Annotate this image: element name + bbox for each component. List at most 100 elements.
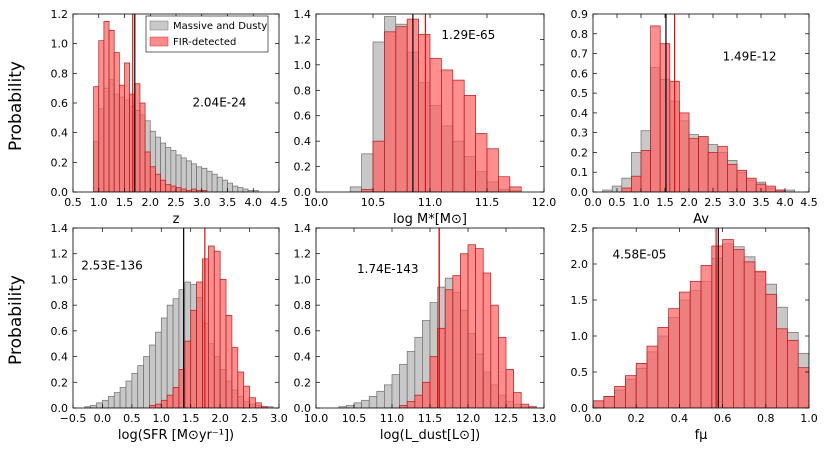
panel-4: −0.5 0.0 0.5 1.0 1.5 2.0 2.5 3.00.00.20.40.60.8… [51,222,288,443]
x-tick-label: −0.5 [60,412,87,425]
x-tick-label: 12.0 [456,412,481,425]
y-tick-label: 1.2 [51,8,69,21]
histogram-bar [460,253,469,408]
histogram-bar [107,396,115,408]
histogram-bar [414,394,423,408]
histogram-bar [144,151,151,192]
bars-group [84,228,274,408]
histogram-bar [679,291,691,408]
histogram-bar [180,157,187,192]
histogram-bar [743,261,756,408]
histogram-bar [103,21,110,192]
histogram-bar [376,390,385,408]
panel-6: 0.0 0.2 0.4 0.6 0.8 1.0 0.0 0.5 1.0 1.5 2.0 2.5 fμ 4.… [571,222,818,443]
y-tick-label: 0.6 [294,110,312,123]
x-tick-label: 2.5 [167,196,185,209]
histogram-bar [593,400,605,408]
legend: Massive and Dusty FIR-detected [145,15,269,53]
y-tick-label: 0.2 [294,161,312,174]
y-tick-label: 0.4 [51,351,69,364]
histogram-bar [213,250,221,408]
histogram-bar [505,369,514,408]
y-tick-label: 1.2 [294,33,312,46]
histogram-bar [227,182,234,192]
histogram-bar [222,179,228,192]
x-tick-label: 0.5 [608,196,626,209]
histogram-bar [711,245,723,408]
histogram-bar [733,249,745,408]
histogram-bar [160,317,168,408]
histogram-bar [125,380,133,408]
histogram-bar [206,170,213,192]
x-axis-label: z [173,212,180,227]
histogram-bar [679,112,690,192]
histogram-bar [406,401,416,408]
x-tick-label: 2.5 [704,196,722,209]
y-tick-label: 0.2 [51,376,69,389]
histogram-bar [698,136,709,192]
y-tick-label: 0.0 [571,402,589,415]
bars-group [93,14,259,192]
histogram-bar [441,69,454,192]
histogram-bar [513,392,522,408]
x-axis-label: Av [693,212,709,227]
histogram-bar [689,280,702,408]
y-tick-label: 1.5 [571,294,589,307]
histogram-bar [372,140,385,192]
p-value-label: 2.53E-136 [81,258,143,272]
histogram-bar [399,363,408,408]
histogram-bar [232,185,239,192]
histogram-bar [765,185,776,192]
y-tick-label: 0.1 [571,166,589,179]
legend-swatch-fir [149,36,169,47]
histogram-bar [93,86,100,192]
histogram-bar [406,351,416,408]
y-tick-label: 0.8 [51,67,69,80]
x-tick-label: 0.0 [584,412,602,425]
x-tick-label: 3.0 [270,412,288,425]
histogram-bar [172,387,180,408]
histogram-bar [787,339,799,408]
histogram-bar [231,347,239,408]
y-tick-label: 1.4 [294,8,312,21]
histogram-bar [368,396,378,408]
y-tick-label: 0.0 [571,186,589,199]
histogram-bar [463,95,476,192]
x-tick-label: 2.0 [142,196,160,209]
x-tick-label: 2.5 [241,412,259,425]
histogram-bar [429,58,442,192]
y-tick-label: 0.2 [571,146,589,159]
x-tick-label: 3.0 [193,196,211,209]
y-tick-label: 0.9 [571,8,589,21]
histogram-bar [208,245,215,408]
histogram-bar [707,152,719,192]
histogram-bar [143,356,150,408]
x-axis-label: log(SFR [M⊙yr⁻¹]) [118,428,234,443]
histogram-bar [191,188,197,192]
p-value-label: 1.74E-143 [357,262,419,276]
histogram-bar [160,179,167,192]
histogram-bar [98,40,105,192]
histogram-bar [108,29,115,192]
histogram-bar [490,304,499,408]
y-tick-label: 0.6 [294,325,312,338]
y-tick-label: 0.6 [51,97,69,110]
histogram-bar [736,169,747,192]
x-tick-label: 2.0 [680,196,698,209]
histogram-bar [353,402,362,408]
y-tick-label: 1.2 [294,248,312,261]
histogram-bar [149,166,156,192]
y-tick-label: 0.8 [294,299,312,312]
histogram-bar [211,173,218,192]
bars-group [349,14,522,192]
x-tick-label: 11.5 [475,196,500,209]
histogram-bar [196,166,203,192]
histogram-bar [166,304,174,408]
histogram-bar [668,308,680,408]
histogram-bar [170,185,177,192]
x-tick-label: 4.0 [245,196,263,209]
p-value-label: 4.58E-05 [612,248,666,262]
histogram-bar [113,52,120,192]
y-tick-label: 0.6 [51,325,69,338]
